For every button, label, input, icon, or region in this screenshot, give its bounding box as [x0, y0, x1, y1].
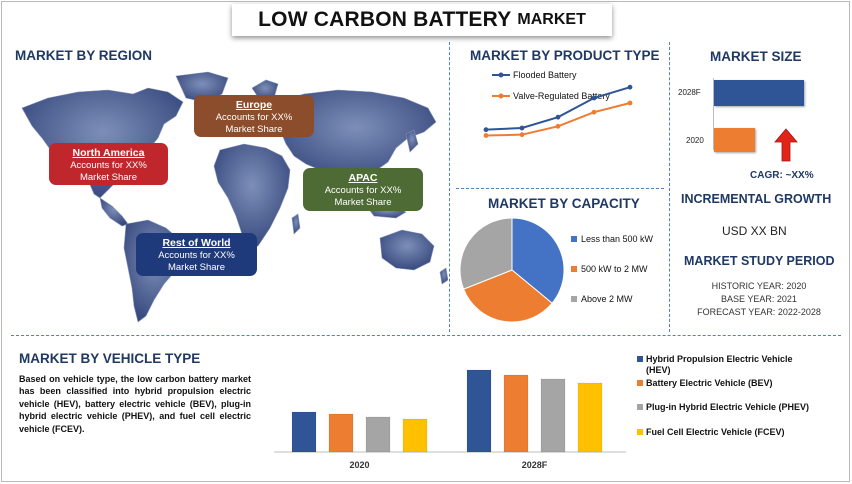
study-heading: MARKET STUDY PERIOD	[684, 254, 835, 268]
size-axis	[713, 78, 714, 150]
product-data-point	[627, 84, 633, 90]
pie-slice	[463, 269, 553, 323]
legend-swatch-yellow	[637, 429, 643, 435]
legend-swatch-grey	[571, 296, 577, 302]
capacity-legend-label: Above 2 MW	[581, 294, 633, 304]
vehicle-bar	[402, 418, 428, 453]
pie-slice	[459, 217, 513, 290]
vehicle-legend-label: Plug-in Hybrid Electric Vehicle (PHEV)	[646, 402, 810, 412]
cagr-text: CAGR: ~XX%	[750, 170, 814, 181]
capacity-legend-label: Less than 500 kW	[581, 234, 654, 244]
vehicle-description: Based on vehicle type, the low carbon ba…	[19, 374, 251, 434]
divider-product-capacity	[456, 188, 664, 189]
divider-region-product	[449, 42, 450, 332]
vehicle-legend-label: Fuel Cell Electric Vehicle (FCEV)	[646, 427, 785, 437]
region-name-apac: APAC	[348, 172, 378, 184]
pie-slice	[511, 217, 565, 304]
region-share-label-europe: Market Share	[225, 124, 283, 135]
region-name-europe: Europe	[235, 99, 273, 111]
size-heading: MARKET SIZE	[710, 49, 802, 64]
vehicle-legend-label: Battery Electric Vehicle (BEV)	[646, 378, 773, 388]
capacity-legend-label: 500 kW to 2 MW	[581, 264, 648, 274]
vehicle-legend-item: Fuel Cell Electric Vehicle (FCEV)	[637, 427, 837, 438]
growth-heading: INCREMENTAL GROWTH	[681, 192, 832, 206]
growth-arrow-icon	[774, 128, 798, 162]
region-heading: MARKET BY REGION	[15, 48, 153, 63]
vehicle-category-label: 2020	[349, 460, 369, 470]
vehicle-legend-item: Battery Electric Vehicle (BEV)	[637, 378, 837, 389]
vehicle-bar-chart: 2020 2028F	[274, 369, 626, 470]
region-share-label-north-america: Market Share	[79, 172, 138, 183]
study-base: BASE YEAR: 2021	[721, 294, 797, 304]
legend-swatch-orange	[571, 266, 577, 272]
study-forecast: FORECAST YEAR: 2022-2028	[697, 307, 821, 317]
legend-marker	[498, 72, 504, 78]
region-share-label-rest-of-world: Market Share	[167, 262, 226, 273]
size-label-2020: 2020	[686, 136, 704, 145]
page-title-suffix: MARKET	[517, 11, 586, 28]
capacity-pie-chart	[459, 217, 565, 323]
region-share-apac: Accounts for XX%	[324, 185, 402, 196]
growth-value: USD XX BN	[722, 224, 787, 238]
vehicle-bar	[540, 378, 566, 453]
region-share-label-apac: Market Share	[334, 197, 392, 208]
product-data-point	[483, 133, 489, 138]
vehicle-legend-item: Plug-in Hybrid Electric Vehicle (PHEV)	[637, 402, 847, 413]
page-title: LOW CARBON BATTERY	[258, 8, 512, 31]
product-data-point	[591, 109, 597, 115]
region-name-rest-of-world: Rest of World	[162, 237, 231, 249]
product-legend-label: Valve-Regulated Battery	[513, 91, 610, 101]
region-box-europe: Europe Accounts for XX% Market Share	[194, 95, 314, 137]
vehicle-bar	[503, 374, 529, 453]
product-data-point	[627, 100, 633, 106]
vehicle-category-label: 2028F	[522, 460, 548, 470]
vehicle-bar	[328, 413, 354, 453]
vehicle-heading: MARKET BY VEHICLE TYPE	[19, 351, 201, 366]
region-name-north-america: North America	[72, 147, 145, 159]
vehicle-legend-item: Hybrid Propulsion Electric Vehicle (HEV)	[637, 354, 817, 376]
region-share-north-america: Accounts for XX%	[70, 160, 147, 171]
divider-product-size	[669, 42, 670, 332]
legend-marker	[498, 93, 504, 99]
vehicle-bar	[577, 382, 603, 453]
product-heading: MARKET BY PRODUCT TYPE	[470, 48, 660, 63]
title-banner: LOW CARBON BATTERY MARKET	[232, 4, 612, 36]
divider-horizontal	[11, 335, 841, 336]
product-data-point	[483, 127, 489, 133]
product-data-point	[591, 95, 597, 101]
legend-swatch-orange	[637, 380, 643, 386]
region-share-europe: Accounts for XX%	[215, 112, 293, 123]
capacity-legend-item: Above 2 MW	[571, 294, 633, 304]
region-share-rest-of-world: Accounts for XX%	[158, 250, 235, 261]
vehicle-bar	[365, 416, 391, 453]
vehicle-legend-label: Hybrid Propulsion Electric Vehicle (HEV)	[646, 354, 793, 375]
vehicle-bar	[466, 369, 492, 453]
legend-swatch-blue	[571, 236, 577, 242]
product-data-point	[519, 125, 525, 131]
size-bar-2028f	[714, 80, 804, 106]
product-data-point	[555, 123, 561, 129]
size-label-2028f: 2028F	[678, 88, 701, 97]
region-box-north-america: North America Accounts for XX% Market Sh…	[49, 143, 168, 185]
capacity-legend-item: 500 kW to 2 MW	[571, 264, 648, 274]
legend-swatch-blue	[637, 356, 643, 362]
region-box-apac: APAC Accounts for XX% Market Share	[303, 168, 423, 211]
legend-swatch-grey	[637, 404, 643, 410]
capacity-heading: MARKET BY CAPACITY	[488, 196, 640, 211]
product-data-point	[555, 114, 561, 120]
product-line-chart: Flooded Battery Valve-Regulated Battery	[483, 70, 633, 138]
capacity-legend-item: Less than 500 kW	[571, 234, 653, 244]
size-bar-2020	[714, 128, 755, 152]
vehicle-bar	[291, 411, 317, 453]
region-box-rest-of-world: Rest of World Accounts for XX% Market Sh…	[136, 233, 257, 276]
study-historic: HISTORIC YEAR: 2020	[711, 281, 807, 291]
product-data-point	[519, 132, 525, 138]
product-legend-label: Flooded Battery	[513, 70, 577, 80]
